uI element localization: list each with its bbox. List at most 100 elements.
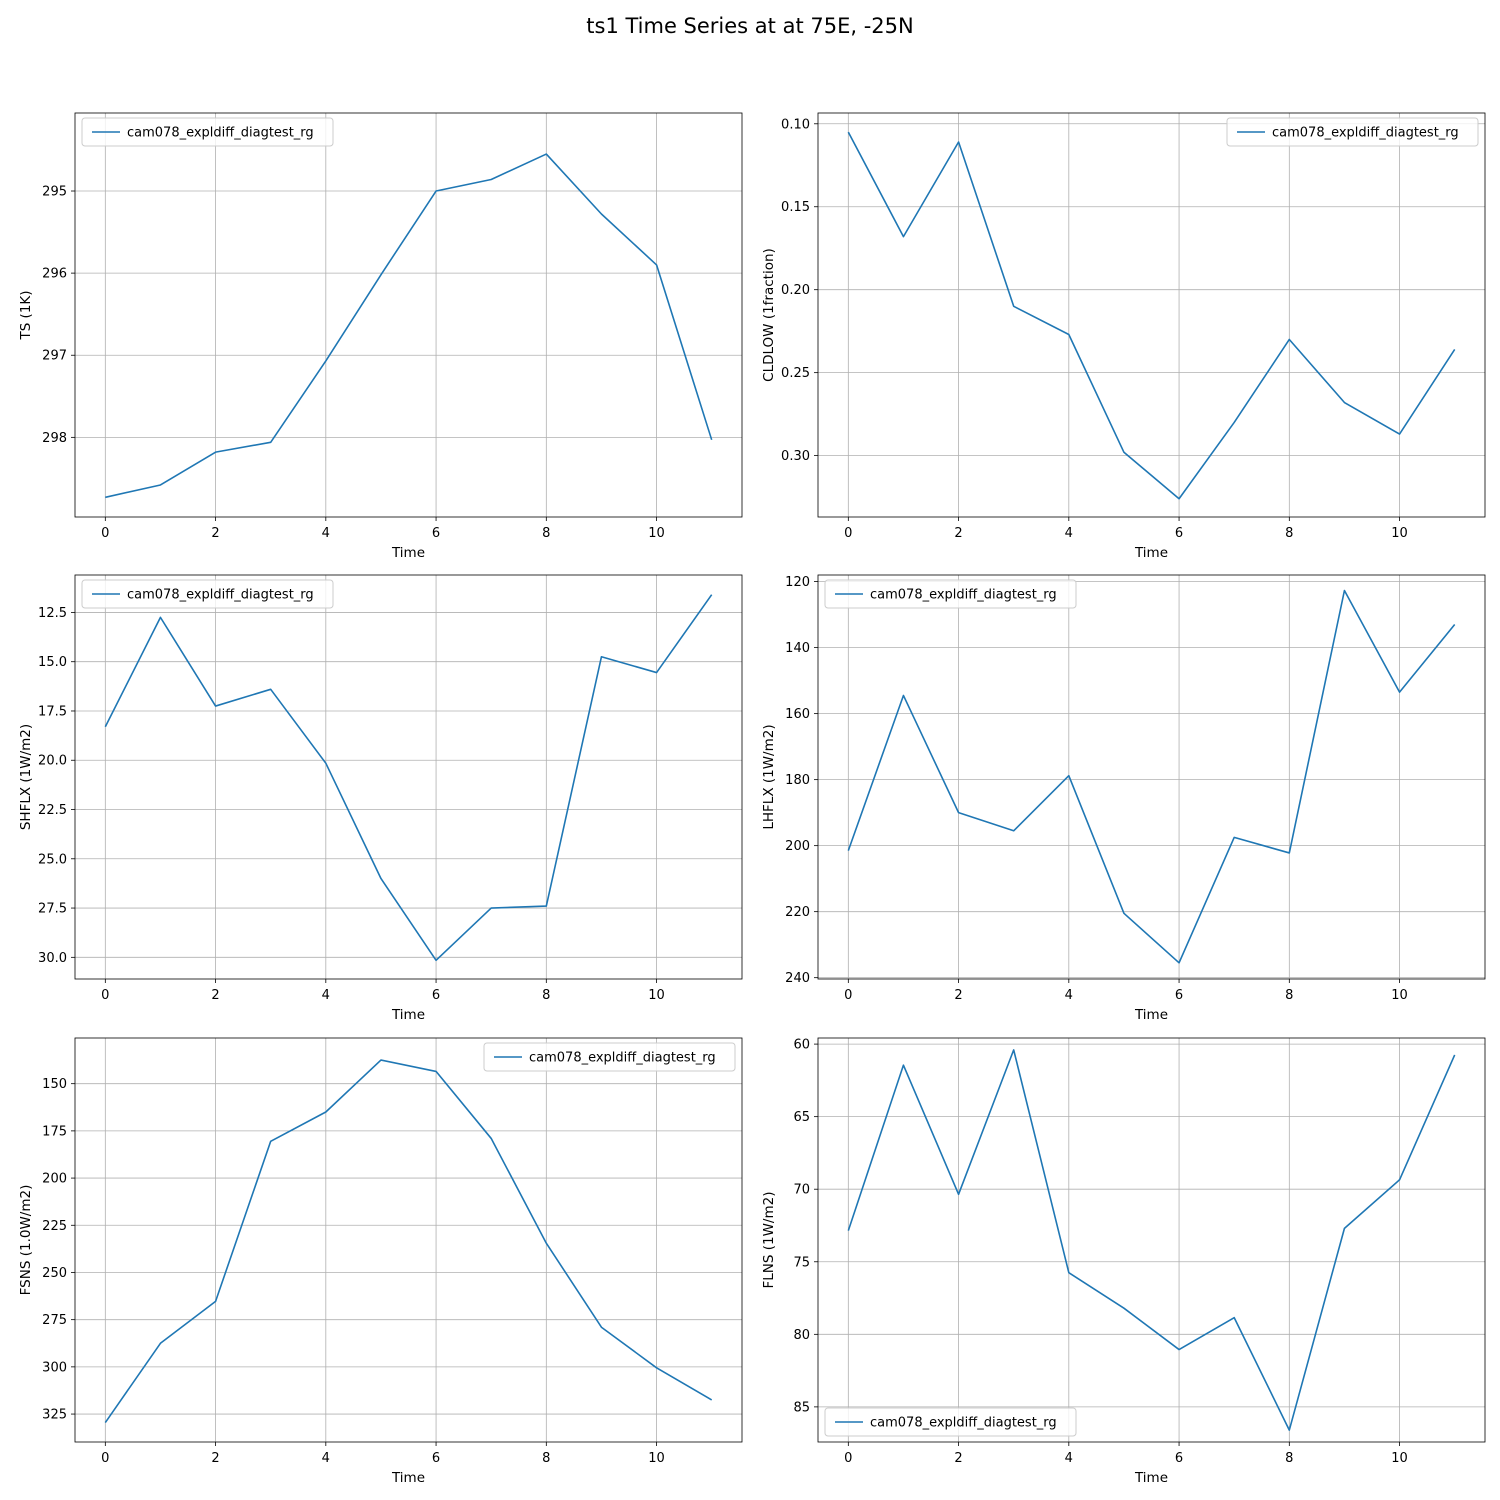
x-tick-label: 10 — [1391, 988, 1408, 1003]
legend: cam078_expldiff_diagtest_rg — [824, 579, 1077, 609]
legend: cam078_expldiff_diagtest_rg — [1226, 117, 1479, 147]
x-tick-label: 10 — [648, 988, 665, 1003]
axes-frame — [817, 112, 1486, 518]
x-tick-label: 6 — [432, 1451, 440, 1466]
x-tick-label: 4 — [1065, 1451, 1073, 1466]
y-tick-label: 85 — [793, 1400, 810, 1415]
x-axis-label: Time — [391, 545, 425, 561]
legend: cam078_expldiff_diagtest_rg — [483, 1042, 736, 1072]
y-tick-label: 180 — [785, 773, 810, 788]
legend-label: cam078_expldiff_diagtest_rg — [870, 588, 1057, 603]
series-line — [847, 589, 1456, 964]
y-tick-label: 297 — [42, 349, 67, 364]
y-tick-label: 240 — [785, 971, 810, 986]
y-axis-label: CLDLOW (1fraction) — [761, 248, 777, 382]
legend-box — [824, 1407, 1077, 1437]
x-tick-label: 0 — [844, 988, 852, 1003]
y-tick-label: 175 — [42, 1124, 67, 1139]
x-tick-label: 4 — [1065, 526, 1073, 541]
legend-label: cam078_expldiff_diagtest_rg — [127, 588, 314, 603]
x-tick-label: 8 — [542, 988, 550, 1003]
x-axis-label: Time — [1134, 545, 1168, 561]
y-tick-label: 250 — [42, 1266, 67, 1281]
y-tick-label: 160 — [785, 707, 810, 722]
legend-box — [81, 579, 334, 609]
x-tick-label: 10 — [1391, 526, 1408, 541]
subplot-6: 0 2 4 6 8 10 60 65 70 75 80 85 Time FLNS (1W/m2) cam07… — [761, 1037, 1486, 1486]
x-tick-label: 2 — [954, 1451, 962, 1466]
y-tick-label: 275 — [42, 1313, 67, 1328]
y-tick-label: 0.15 — [781, 200, 810, 215]
legend-box — [1226, 117, 1479, 147]
x-tick-label: 4 — [322, 526, 330, 541]
x-tick-label: 6 — [432, 988, 440, 1003]
subplot-4: 0 2 4 6 8 10 120 140 160 180 200 220 240 Time LHFLX (1… — [761, 574, 1486, 1023]
y-tick-label: 65 — [793, 1110, 810, 1125]
y-tick-label: 150 — [42, 1077, 67, 1092]
x-tick-label: 8 — [542, 1451, 550, 1466]
y-tick-label: 0.30 — [781, 449, 810, 464]
figure-title: ts1 Time Series at at 75E, -25N — [586, 14, 914, 38]
x-tick-label: 6 — [1175, 526, 1183, 541]
y-tick-label: 0.25 — [781, 366, 810, 381]
x-tick-label: 2 — [954, 526, 962, 541]
legend: cam078_expldiff_diagtest_rg — [81, 117, 334, 147]
series-line — [847, 1049, 1456, 1431]
x-tick-label: 6 — [1175, 1451, 1183, 1466]
x-tick-label: 0 — [101, 526, 109, 541]
subplot-2: 0 2 4 6 8 10 0.10 0.15 0.20 0.25 0.30 Time CLDLOW (1… — [761, 112, 1486, 561]
x-tick-label: 2 — [211, 1451, 219, 1466]
legend-box — [824, 579, 1077, 609]
y-tick-label: 60 — [793, 1038, 810, 1053]
y-tick-label: 12.5 — [38, 606, 67, 621]
x-tick-label: 0 — [101, 988, 109, 1003]
legend-box — [81, 117, 334, 147]
axes-frame — [817, 1037, 1486, 1443]
x-axis-label: Time — [391, 1007, 425, 1023]
x-tick-label: 8 — [542, 526, 550, 541]
y-tick-label: 296 — [42, 267, 67, 282]
x-tick-label: 8 — [1285, 1451, 1293, 1466]
series-line — [104, 1059, 713, 1424]
y-tick-label: 15.0 — [38, 655, 67, 670]
legend-box — [483, 1042, 736, 1072]
x-tick-label: 0 — [101, 1451, 109, 1466]
series-line — [847, 131, 1456, 500]
y-tick-label: 25.0 — [38, 852, 67, 867]
x-tick-label: 10 — [648, 1451, 665, 1466]
x-tick-label: 4 — [322, 1451, 330, 1466]
y-tick-label: 0.20 — [781, 283, 810, 298]
x-tick-label: 10 — [648, 526, 665, 541]
y-tick-label: 225 — [42, 1219, 67, 1234]
y-tick-label: 295 — [42, 185, 67, 200]
y-tick-label: 27.5 — [38, 902, 67, 917]
y-tick-label: 200 — [42, 1172, 67, 1187]
legend-label: cam078_expldiff_diagtest_rg — [529, 1051, 716, 1066]
y-tick-label: 200 — [785, 839, 810, 854]
x-axis-label: Time — [1134, 1007, 1168, 1023]
axes-frame — [74, 1037, 743, 1443]
y-tick-label: 70 — [793, 1183, 810, 1198]
y-tick-label: 140 — [785, 641, 810, 656]
legend-label: cam078_expldiff_diagtest_rg — [870, 1416, 1057, 1431]
x-tick-label: 6 — [432, 526, 440, 541]
y-tick-label: 17.5 — [38, 704, 67, 719]
x-tick-label: 0 — [844, 526, 852, 541]
y-tick-label: 0.10 — [781, 117, 810, 132]
axes-frame — [817, 574, 1486, 980]
x-tick-label: 4 — [1065, 988, 1073, 1003]
series-line — [104, 594, 713, 962]
legend-label: cam078_expldiff_diagtest_rg — [127, 126, 314, 141]
x-axis-label: Time — [1134, 1470, 1168, 1486]
y-tick-label: 325 — [42, 1408, 67, 1423]
y-tick-label: 30.0 — [38, 951, 67, 966]
axes-frame — [74, 574, 743, 980]
y-tick-label: 120 — [785, 575, 810, 590]
axes-frame — [74, 112, 743, 518]
x-tick-label: 2 — [211, 526, 219, 541]
y-tick-label: 22.5 — [38, 803, 67, 818]
series-line — [105, 153, 713, 499]
legend: cam078_expldiff_diagtest_rg — [81, 579, 334, 609]
y-axis-label: TS (1K) — [18, 290, 34, 340]
